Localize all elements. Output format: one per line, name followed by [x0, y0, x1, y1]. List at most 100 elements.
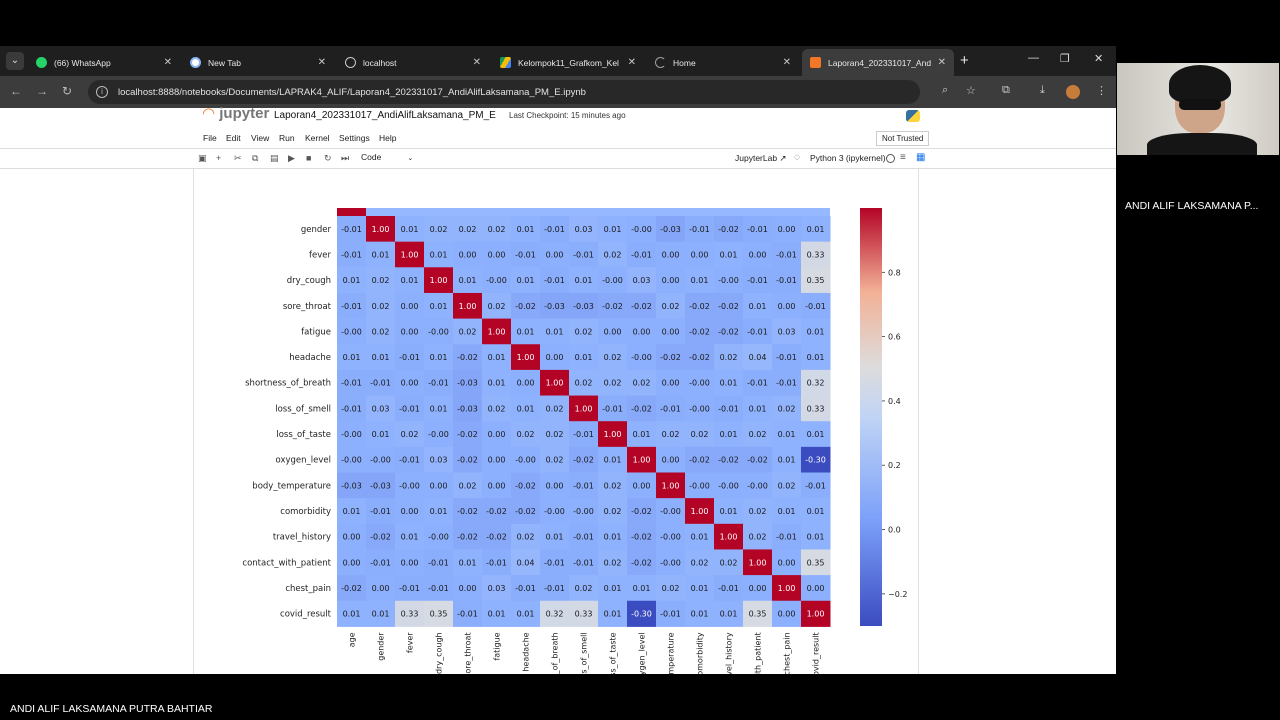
heatmap-cell-label: -0.02 [718, 456, 739, 465]
participant-video[interactable] [1117, 63, 1279, 155]
tab-new-tab[interactable]: New Tab ✕ [182, 49, 334, 76]
heatmap-cell-label: 0.02 [662, 430, 680, 439]
run-icon[interactable]: ▶ [288, 153, 295, 163]
tab-home[interactable]: Home ✕ [647, 49, 799, 76]
minimize-icon[interactable]: — [1028, 52, 1039, 64]
tab-drive[interactable]: Kelompok11_Grafkom_Kel ✕ [492, 49, 644, 76]
menu-file[interactable]: File [203, 133, 217, 143]
heatmap-cell-label: -0.02 [631, 558, 652, 567]
heatmap-cell-label: 0.03 [778, 327, 796, 336]
heatmap-cell-label: 0.01 [691, 276, 709, 285]
close-icon[interactable]: ✕ [472, 57, 481, 68]
window-close-icon[interactable]: ✕ [1094, 53, 1104, 65]
heatmap-cell [511, 395, 541, 422]
close-icon[interactable]: ✕ [317, 57, 326, 68]
heatmap-row-label: chest_pain [285, 584, 331, 594]
trust-status-button[interactable]: Not Trusted [876, 131, 930, 146]
heatmap-cell [395, 472, 425, 499]
kernel-name[interactable]: Python 3 (ipykernel) [810, 153, 886, 163]
browser-window: ⌄ (66) WhatsApp ✕ New Tab ✕ localhost ✕ … [0, 46, 1116, 674]
menu-kernel[interactable]: Kernel [305, 133, 330, 143]
fast-forward-icon[interactable]: ⏭ [341, 153, 350, 163]
close-icon[interactable]: ✕ [627, 57, 636, 68]
restart-icon[interactable]: ↻ [324, 153, 332, 163]
heatmap-cell-label: 0.01 [430, 507, 448, 516]
cut-icon[interactable]: ✂ [234, 153, 242, 163]
heatmap-cell-label: 0.02 [691, 558, 709, 567]
bookmark-star-icon[interactable]: ☆ [966, 85, 976, 97]
close-icon[interactable]: ✕ [163, 57, 172, 68]
heatmap-cell [685, 446, 715, 473]
heatmap-cell [656, 498, 686, 525]
heatmap-cell-label: 0.01 [546, 327, 564, 336]
heatmap-cell-label: 0.00 [343, 558, 361, 567]
download-icon[interactable]: ⤓ [1040, 84, 1045, 96]
insert-cell-icon[interactable]: + [216, 153, 222, 163]
reload-icon[interactable]: ↻ [62, 84, 73, 98]
new-tab-icon[interactable]: + [960, 52, 969, 69]
heatmap-cell [424, 369, 454, 397]
paste-icon[interactable]: ▤ [270, 153, 279, 163]
heatmap-cell-label: -0.03 [660, 225, 681, 234]
heatmap-cell [772, 241, 802, 268]
heatmap-cell-label: 0.01 [720, 250, 738, 259]
heatmap-cell-label: 1.00 [720, 533, 738, 542]
heatmap-cell [801, 446, 831, 473]
address-bar[interactable]: i localhost:8888/notebooks/Documents/LAP… [88, 80, 920, 104]
heatmap-cell-label: -0.02 [457, 456, 478, 465]
site-info-icon[interactable]: i [96, 86, 108, 98]
cell-type-select[interactable]: Code ⌄ [361, 152, 413, 162]
heatmap-cell [366, 421, 396, 448]
heatmap-cell [482, 395, 512, 422]
tab-localhost[interactable]: localhost ✕ [337, 49, 489, 76]
heatmap-cell-label: 0.00 [401, 379, 419, 388]
heatmap-row-label: loss_of_smell [275, 404, 331, 414]
heatmap-cell [598, 498, 628, 525]
restore-icon[interactable]: ❐ [1060, 53, 1070, 65]
zoom-icon[interactable]: ⌕ [942, 84, 949, 96]
menu-help[interactable]: Help [379, 133, 397, 143]
heatmap-cell-label: 0.01 [807, 225, 825, 234]
jupyterlab-link[interactable]: JupyterLab ↗ [735, 153, 787, 163]
menu-icon[interactable]: ≡ [900, 152, 906, 163]
heatmap-cell-label: -0.00 [689, 379, 710, 388]
heatmap-cell-label: -0.00 [631, 353, 652, 362]
forward-icon[interactable]: → [36, 84, 48, 98]
back-icon[interactable]: ← [10, 84, 22, 98]
heatmap-cell-label: -0.01 [399, 456, 420, 465]
tab-laporan[interactable]: Laporan4_202331017_And ✕ [802, 49, 954, 76]
tab-title: Laporan4_202331017_And [828, 57, 932, 68]
heatmap-cell-label: 1.00 [459, 302, 477, 311]
profile-avatar-icon[interactable] [1066, 85, 1080, 99]
heatmap-cell-label: -0.01 [776, 533, 797, 542]
heatmap-cell-label: 0.01 [691, 584, 709, 593]
toc-icon[interactable]: ▦ [916, 152, 926, 163]
notebook-title[interactable]: Laporan4_202331017_AndiAlifLaksamana_PM_… [274, 110, 496, 121]
copy-icon[interactable]: ⧉ [252, 153, 259, 163]
heatmap-row-label: fatigue [301, 327, 331, 337]
menu-view[interactable]: View [251, 133, 270, 143]
tab-whatsapp[interactable]: (66) WhatsApp ✕ [28, 49, 180, 76]
menu-kebab-icon[interactable]: ⋮ [1096, 85, 1107, 97]
heatmap-cell-label: 0.01 [778, 430, 796, 439]
jupyter-logo[interactable]: ◠ jupyter [202, 105, 270, 122]
heatmap-cell [743, 575, 773, 602]
heatmap-cell-label: 0.00 [778, 558, 796, 567]
heatmap-cell [569, 549, 599, 576]
heatmap-cell-label: -0.02 [602, 302, 623, 311]
menu-run[interactable]: Run [279, 133, 295, 143]
extensions-icon[interactable]: ⧉ [1002, 84, 1010, 96]
heatmap-cell [453, 241, 483, 268]
close-icon[interactable]: ✕ [782, 57, 791, 68]
heatmap-cell [627, 241, 657, 268]
save-icon[interactable]: ▣ [198, 153, 207, 163]
stop-icon[interactable]: ■ [306, 153, 312, 163]
menu-settings[interactable]: Settings [339, 133, 370, 143]
menu-edit[interactable]: Edit [226, 133, 241, 143]
close-icon[interactable]: ✕ [937, 57, 946, 68]
heatmap-cell [540, 421, 570, 448]
heatmap-cell-label: -0.01 [631, 250, 652, 259]
heatmap-cell-label: 0.02 [662, 302, 680, 311]
debugger-icon[interactable]: ◌ [794, 152, 800, 163]
tab-search-icon[interactable]: ⌄ [6, 52, 24, 70]
